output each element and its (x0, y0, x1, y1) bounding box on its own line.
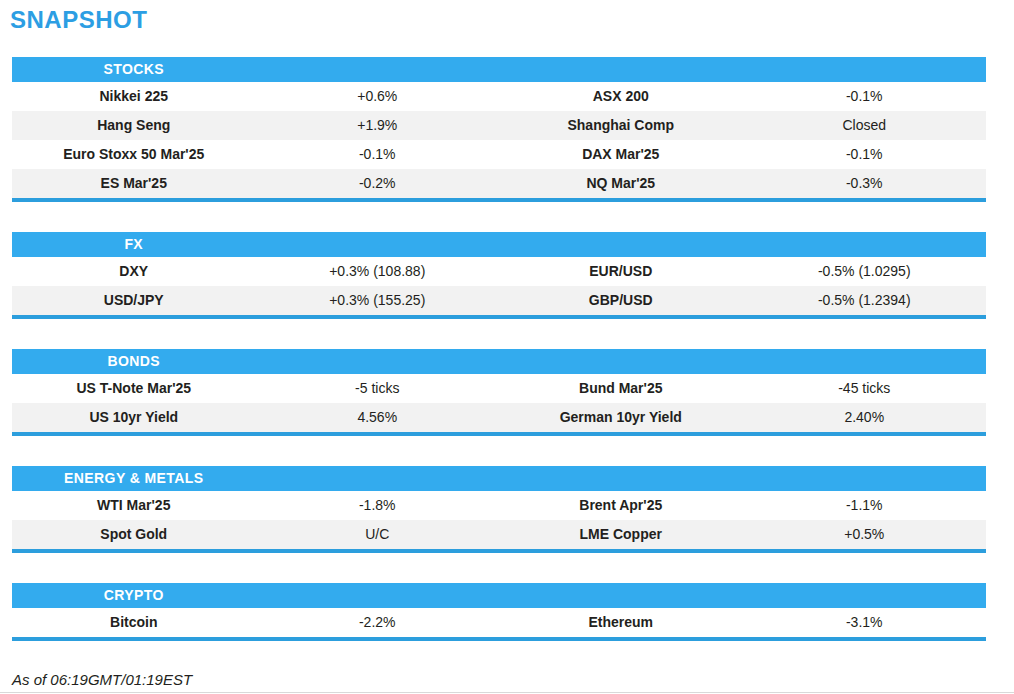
instrument-value: +0.5% (743, 520, 987, 549)
section-header-bar: FX (12, 232, 986, 257)
section-fx: FXDXY+0.3% (108.88)EUR/USD-0.5% (1.0295)… (12, 232, 986, 319)
page-title: SNAPSHOT (10, 6, 1014, 33)
table-row: Spot GoldU/CLME Copper+0.5% (12, 520, 986, 549)
instrument-value: -45 ticks (743, 374, 987, 403)
table-row: ES Mar'25-0.2%NQ Mar'25-0.3% (12, 169, 986, 198)
section-title: BONDS (12, 349, 256, 374)
instrument-label: US 10yr Yield (12, 403, 256, 432)
instrument-label: USD/JPY (12, 286, 256, 315)
instrument-value: -0.1% (743, 82, 987, 111)
table-row: WTI Mar'25-1.8%Brent Apr'25-1.1% (12, 491, 986, 520)
instrument-value: -2.2% (256, 608, 500, 637)
instrument-label: US T-Note Mar'25 (12, 374, 256, 403)
table-row: US 10yr Yield4.56%German 10yr Yield2.40% (12, 403, 986, 432)
market-sections: STOCKSNikkei 225+0.6%ASX 200-0.1%Hang Se… (12, 57, 1014, 641)
instrument-label: NQ Mar'25 (499, 169, 743, 198)
section-energy-metals: ENERGY & METALSWTI Mar'25-1.8%Brent Apr'… (12, 466, 986, 553)
instrument-value: -0.5% (1.0295) (743, 257, 987, 286)
instrument-value: -5 ticks (256, 374, 500, 403)
instrument-label: German 10yr Yield (499, 403, 743, 432)
table-row: Bitcoin-2.2%Ethereum-3.1% (12, 608, 986, 637)
instrument-value: 4.56% (256, 403, 500, 432)
instrument-label: ASX 200 (499, 82, 743, 111)
section-bonds: BONDSUS T-Note Mar'25-5 ticksBund Mar'25… (12, 349, 986, 436)
table-row: Euro Stoxx 50 Mar'25-0.1%DAX Mar'25-0.1% (12, 140, 986, 169)
instrument-label: Bund Mar'25 (499, 374, 743, 403)
instrument-label: Bitcoin (12, 608, 256, 637)
instrument-value: -1.8% (256, 491, 500, 520)
instrument-value: U/C (256, 520, 500, 549)
instrument-value: +0.3% (155.25) (256, 286, 500, 315)
table-row: USD/JPY+0.3% (155.25)GBP/USD-0.5% (1.239… (12, 286, 986, 315)
instrument-value: -0.3% (743, 169, 987, 198)
section-title: ENERGY & METALS (12, 466, 256, 491)
instrument-label: WTI Mar'25 (12, 491, 256, 520)
table-row: DXY+0.3% (108.88)EUR/USD-0.5% (1.0295) (12, 257, 986, 286)
timestamp-note: As of 06:19GMT/01:19EST (12, 671, 1014, 688)
section-header-bar: STOCKS (12, 57, 986, 82)
instrument-label: ES Mar'25 (12, 169, 256, 198)
bottom-divider (0, 692, 1014, 693)
instrument-label: Shanghai Comp (499, 111, 743, 140)
instrument-value: +0.6% (256, 82, 500, 111)
instrument-value: -0.1% (256, 140, 500, 169)
section-title: FX (12, 232, 256, 257)
section-header-bar: CRYPTO (12, 583, 986, 608)
instrument-value: -0.2% (256, 169, 500, 198)
section-header-bar: ENERGY & METALS (12, 466, 986, 491)
table-row: US T-Note Mar'25-5 ticksBund Mar'25-45 t… (12, 374, 986, 403)
instrument-label: LME Copper (499, 520, 743, 549)
instrument-label: Hang Seng (12, 111, 256, 140)
section-stocks: STOCKSNikkei 225+0.6%ASX 200-0.1%Hang Se… (12, 57, 986, 202)
instrument-value: +0.3% (108.88) (256, 257, 500, 286)
instrument-label: Brent Apr'25 (499, 491, 743, 520)
section-title: STOCKS (12, 57, 256, 82)
instrument-label: Ethereum (499, 608, 743, 637)
section-header-bar: BONDS (12, 349, 986, 374)
section-title: CRYPTO (12, 583, 256, 608)
instrument-value: -3.1% (743, 608, 987, 637)
instrument-label: DAX Mar'25 (499, 140, 743, 169)
instrument-value: 2.40% (743, 403, 987, 432)
instrument-value: -0.1% (743, 140, 987, 169)
instrument-label: DXY (12, 257, 256, 286)
snapshot-page: SNAPSHOT STOCKSNikkei 225+0.6%ASX 200-0.… (0, 0, 1014, 688)
table-row: Nikkei 225+0.6%ASX 200-0.1% (12, 82, 986, 111)
section-crypto: CRYPTOBitcoin-2.2%Ethereum-3.1% (12, 583, 986, 641)
instrument-value: -0.5% (1.2394) (743, 286, 987, 315)
instrument-value: +1.9% (256, 111, 500, 140)
instrument-label: Spot Gold (12, 520, 256, 549)
table-row: Hang Seng+1.9%Shanghai CompClosed (12, 111, 986, 140)
instrument-label: Nikkei 225 (12, 82, 256, 111)
instrument-value: -1.1% (743, 491, 987, 520)
instrument-label: EUR/USD (499, 257, 743, 286)
instrument-label: GBP/USD (499, 286, 743, 315)
instrument-value: Closed (743, 111, 987, 140)
instrument-label: Euro Stoxx 50 Mar'25 (12, 140, 256, 169)
